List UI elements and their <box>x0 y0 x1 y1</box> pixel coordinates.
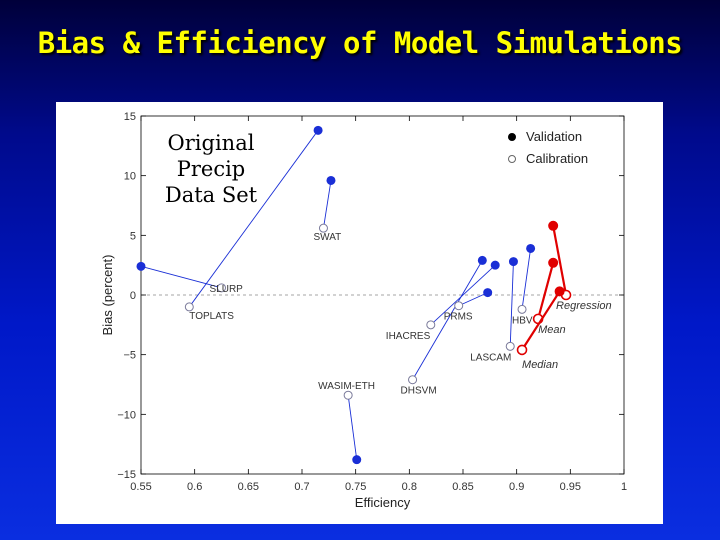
ihacres-validation-point <box>490 260 500 270</box>
lascam-label: LASCAM <box>470 352 511 363</box>
y-tick-label: 10 <box>124 171 136 183</box>
prms-link <box>458 292 488 307</box>
x-tick-label: 1 <box>621 481 627 493</box>
slurp-validation-point <box>136 261 146 271</box>
x-axis-label: Efficiency <box>355 495 411 510</box>
legend-label-calibration: Calibration <box>526 151 588 166</box>
wasim-eth-calibration-point <box>343 390 353 400</box>
dhsvm-label: DHSVM <box>401 386 437 397</box>
y-tick-label: −5 <box>123 350 136 362</box>
x-tick-label: 0.85 <box>452 481 473 493</box>
prms-calibration-point <box>454 301 464 311</box>
swat-link <box>323 180 332 229</box>
wasim-eth-link <box>347 395 358 460</box>
mean-validation-point <box>548 257 559 268</box>
regression-link <box>552 225 568 296</box>
x-tick-label: 0.9 <box>509 481 524 493</box>
wasim-eth-validation-point <box>352 455 362 465</box>
slurp-calibration-point <box>217 283 226 293</box>
lascam-link <box>509 261 514 347</box>
hbv-validation-point <box>526 243 536 253</box>
hbv-label: HBV <box>512 315 533 326</box>
mean-link <box>537 262 555 320</box>
toplats-label: TOPLATS <box>189 311 234 322</box>
y-tick-label: −15 <box>117 469 136 481</box>
ihacres-link <box>430 264 496 326</box>
lascam-validation-point <box>508 257 518 267</box>
y-tick-label: 15 <box>124 111 136 123</box>
wasim-eth-label: WASIM-ETH <box>318 381 375 392</box>
regression-validation-point <box>548 220 559 231</box>
y-tick-label: 0 <box>130 290 136 302</box>
dhsvm-validation-point <box>477 255 487 265</box>
swat-calibration-point <box>318 223 328 233</box>
median-label: Median <box>522 359 558 371</box>
median-calibration-point <box>516 344 528 356</box>
legend-marker-calibration <box>508 155 516 163</box>
x-tick-label: 0.75 <box>345 481 366 493</box>
mean-label: Mean <box>538 324 566 336</box>
ihacres-calibration-point <box>426 320 436 330</box>
slide-title: Bias & Efficiency of Model Simulations <box>37 26 683 60</box>
prms-validation-point <box>483 288 493 298</box>
x-tick-label: 0.6 <box>187 481 202 493</box>
y-axis-label: Bias (percent) <box>100 255 115 336</box>
dhsvm-calibration-point <box>408 375 418 385</box>
median-validation-point <box>554 286 565 297</box>
slurp-link <box>140 265 222 289</box>
toplats-validation-point <box>313 125 323 135</box>
lascam-calibration-point <box>505 341 515 351</box>
toplats-calibration-point <box>184 302 194 312</box>
x-tick-label: 0.65 <box>238 481 259 493</box>
dataset-annotation: Original Precip Data Set <box>164 131 258 207</box>
y-tick-label: 5 <box>130 230 136 242</box>
y-tick-label: −10 <box>117 409 136 421</box>
x-tick-label: 0.8 <box>402 481 417 493</box>
chart-panel: 0.55 0.6 0.65 0.7 0.75 0.8 0.85 0.9 0.95 1 15 10 5 0 −… <box>56 102 663 524</box>
x-tick-label: 0.55 <box>130 481 151 493</box>
swat-label: SWAT <box>313 232 341 243</box>
slurp-label: SLURP <box>210 284 244 295</box>
regression-label: Regression <box>556 300 612 312</box>
toplats-link <box>188 130 319 308</box>
prms-label: PRMS <box>444 312 473 323</box>
x-tick-label: 0.95 <box>560 481 581 493</box>
legend-label-validation: Validation <box>526 129 582 144</box>
ihacres-label: IHACRES <box>386 331 431 342</box>
bias-efficiency-scatter: 0.55 0.6 0.65 0.7 0.75 0.8 0.85 0.9 0.95 1 15 10 5 0 −… <box>100 111 627 510</box>
hbv-calibration-point <box>517 304 527 314</box>
hbv-link <box>521 248 532 310</box>
median-link <box>521 290 561 351</box>
swat-validation-point <box>326 175 336 185</box>
x-tick-label: 0.7 <box>294 481 309 493</box>
dhsvm-link <box>412 260 483 380</box>
legend-marker-validation <box>508 133 516 141</box>
